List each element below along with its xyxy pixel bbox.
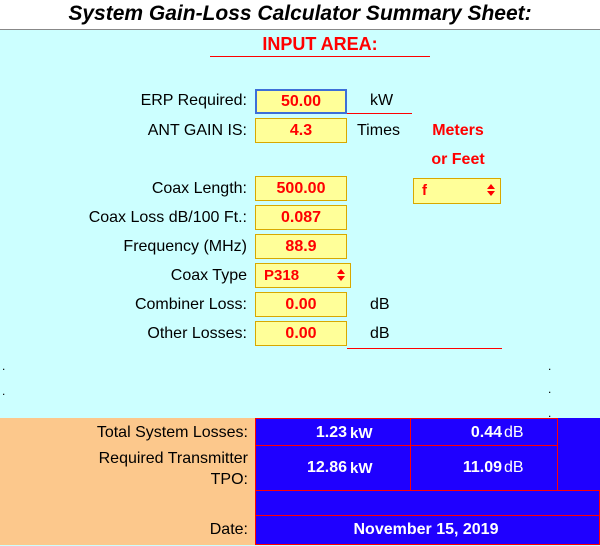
- total-losses-label: Total System Losses:: [96, 424, 248, 441]
- erp-label: ERP Required:: [140, 92, 247, 109]
- cell-dot: .: [2, 359, 6, 373]
- coax-length-label: Coax Length:: [151, 180, 247, 197]
- cell-dot: .: [2, 384, 6, 398]
- combiner-loss-input[interactable]: 0.00: [255, 292, 347, 317]
- coax-type-value: P318: [264, 267, 300, 284]
- other-losses-underline: [347, 348, 502, 349]
- date-value: November 15, 2019: [353, 521, 499, 538]
- required-tpo-label-line1: Required Transmitter: [98, 450, 248, 467]
- coax-type-select[interactable]: P318: [255, 263, 351, 288]
- output-labels-panel: [0, 418, 255, 545]
- or-feet-label: or Feet: [431, 151, 485, 168]
- total-losses-db-value: 0.44: [470, 424, 502, 441]
- cell-dot: .: [548, 359, 552, 373]
- cell-dot: .: [548, 382, 552, 396]
- ant-gain-label: ANT GAIN IS:: [147, 122, 247, 139]
- ant-gain-unit: Times: [357, 122, 400, 139]
- select-arrows-icon: [487, 184, 495, 196]
- units-select[interactable]: f: [413, 178, 501, 204]
- required-tpo-label-line2: TPO:: [210, 471, 248, 488]
- ant-gain-input[interactable]: 4.3: [255, 118, 347, 143]
- combiner-loss-unit: dB: [370, 296, 390, 313]
- coax-loss-label: Coax Loss dB/100 Ft.:: [88, 209, 247, 226]
- tpo-kw-unit: kW: [350, 460, 373, 477]
- meters-label: Meters: [432, 122, 484, 139]
- coax-length-input[interactable]: 500.00: [255, 176, 347, 201]
- select-arrows-icon: [337, 269, 345, 281]
- units-select-value: f: [422, 182, 427, 199]
- tpo-kw-value: 12.86: [306, 459, 347, 476]
- cell-dot: .: [548, 406, 552, 420]
- total-losses-kw-unit: kW: [350, 425, 373, 442]
- input-area-header: INPUT AREA:: [210, 34, 430, 57]
- erp-unit: kW: [370, 92, 394, 109]
- output-panel: [255, 418, 600, 545]
- coax-loss-input[interactable]: 0.087: [255, 205, 347, 230]
- other-losses-label: Other Losses:: [147, 325, 247, 342]
- erp-underline: [347, 113, 412, 114]
- other-losses-input[interactable]: 0.00: [255, 321, 347, 346]
- tpo-db-value: 11.09: [462, 459, 502, 476]
- date-label: Date:: [209, 521, 248, 538]
- other-losses-unit: dB: [370, 325, 390, 342]
- total-losses-db-unit: dB: [504, 424, 524, 441]
- spacer-row: [255, 490, 600, 516]
- page-title: System Gain-Loss Calculator Summary Shee…: [68, 2, 532, 25]
- coax-type-label: Coax Type: [170, 267, 247, 284]
- tpo-db-unit: dB: [504, 459, 524, 476]
- erp-input[interactable]: 50.00: [255, 89, 347, 114]
- total-losses-kw-value: 1.23: [315, 424, 347, 441]
- combiner-loss-label: Combiner Loss:: [134, 296, 247, 313]
- frequency-input[interactable]: 88.9: [255, 234, 347, 259]
- frequency-label: Frequency (MHz): [123, 238, 247, 255]
